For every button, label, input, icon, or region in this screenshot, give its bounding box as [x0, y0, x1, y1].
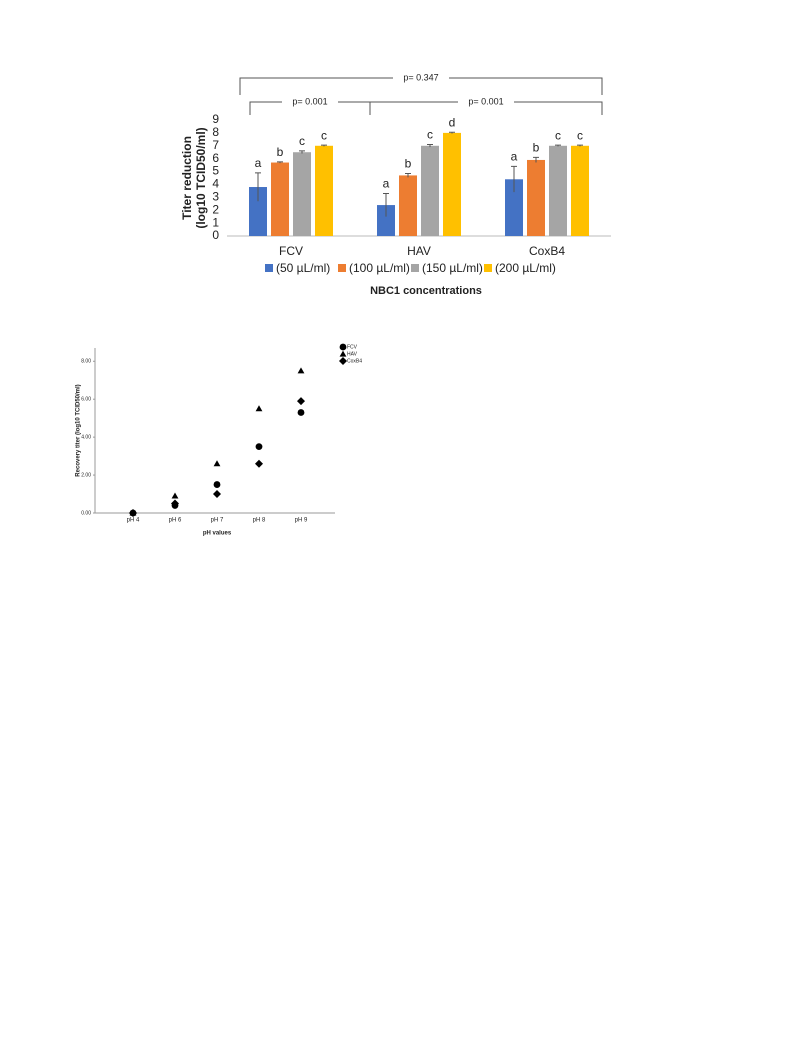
- point: [255, 443, 263, 451]
- error-bar: [449, 131, 455, 134]
- p-value-label: p= 0.001: [292, 96, 327, 106]
- legend-label: (200 µL/ml): [495, 261, 556, 275]
- error-bar: [255, 172, 261, 202]
- legend-label: FCV: [347, 344, 358, 350]
- x-tick-label: HAV: [407, 244, 431, 258]
- point: [213, 490, 221, 499]
- bracket-label-bg: [458, 96, 514, 108]
- error-bar: [427, 143, 433, 148]
- bar: [527, 159, 545, 236]
- y-tick-label: 2.00: [81, 472, 91, 478]
- y-tick-label: 3: [212, 190, 219, 204]
- y-tick-label: 9: [212, 112, 219, 126]
- bar: [549, 145, 567, 236]
- significance-letter: c: [299, 134, 305, 148]
- legend-marker: [339, 350, 347, 357]
- bar: [505, 179, 523, 236]
- legend-label: CoxB4: [347, 358, 362, 364]
- legend-swatch: [411, 264, 419, 272]
- error-bar: [277, 161, 283, 164]
- significance-letter: a: [511, 150, 518, 164]
- error-bar: [533, 156, 539, 163]
- bar: [443, 132, 461, 236]
- significance-letter: d: [449, 115, 456, 129]
- legend-label: HAV: [347, 351, 358, 357]
- significance-letter: c: [321, 128, 327, 142]
- bar: [271, 162, 289, 236]
- point: [297, 367, 305, 374]
- y-tick-label: 8: [212, 125, 219, 139]
- bar: [377, 205, 395, 236]
- bracket-label-bg: [282, 96, 338, 108]
- legend-swatch: [265, 264, 273, 272]
- point: [297, 397, 305, 406]
- x-tick-label: pH 8: [253, 518, 266, 524]
- y-tick-label: 6: [212, 151, 219, 165]
- y-axis-label: (log10 TCID50/ml): [194, 127, 208, 228]
- y-tick-label: 8.00: [81, 359, 91, 365]
- significance-letter: a: [383, 177, 390, 191]
- error-bar: [555, 144, 561, 147]
- point: [297, 409, 305, 416]
- significance-letter: c: [427, 128, 433, 142]
- bar: [249, 187, 267, 236]
- x-tick-label: pH 9: [295, 518, 308, 524]
- significance-letter: b: [405, 157, 412, 171]
- point: [129, 509, 137, 517]
- p-value-label: p= 0.001: [468, 96, 503, 106]
- y-tick-label: 6.00: [81, 397, 91, 403]
- y-tick-label: 0.00: [81, 510, 91, 516]
- error-bar: [299, 150, 305, 154]
- point: [171, 492, 179, 499]
- error-bar: [321, 144, 327, 147]
- error-bar: [383, 192, 389, 217]
- bar: [571, 145, 589, 236]
- bar: [293, 152, 311, 236]
- y-axis-label: Titer reduction: [180, 136, 194, 220]
- x-tick-label: pH 6: [169, 518, 182, 524]
- point: [255, 405, 263, 412]
- y-tick-label: 4: [212, 177, 219, 191]
- significance-letter: c: [577, 128, 583, 142]
- x-tick-label: pH 7: [211, 518, 224, 524]
- p-value-label: p= 0.347: [403, 72, 438, 82]
- legend-marker: [339, 343, 347, 351]
- legend-label: (150 µL/ml): [422, 261, 483, 275]
- legend-marker: [339, 357, 347, 365]
- error-bar: [405, 172, 411, 178]
- bracket-label-bg: [393, 72, 449, 84]
- bar: [421, 145, 439, 236]
- error-bar: [577, 144, 583, 147]
- x-tick-label: FCV: [279, 244, 303, 258]
- point: [213, 481, 221, 488]
- significance-letter: c: [555, 128, 561, 142]
- significance-letter: b: [277, 145, 284, 159]
- point: [255, 459, 263, 468]
- y-tick-label: 4.00: [81, 434, 91, 440]
- legend-swatch: [338, 264, 346, 272]
- significance-letter: b: [533, 141, 540, 155]
- bar: [399, 175, 417, 236]
- x-tick-label: CoxB4: [529, 244, 565, 258]
- y-tick-label: 5: [212, 164, 219, 178]
- bar: [315, 145, 333, 236]
- legend-label: (100 µL/ml): [349, 261, 410, 275]
- error-bar: [511, 165, 517, 193]
- y-tick-label: 7: [212, 138, 219, 152]
- y-axis-label: Recovery titer (log10 TCID50/ml): [76, 384, 82, 476]
- legend-label: (50 µL/ml): [276, 261, 330, 275]
- y-tick-label: 1: [212, 215, 219, 229]
- x-axis-label: NBC1 concentrations: [370, 285, 482, 297]
- y-tick-label: 0: [212, 228, 219, 242]
- point: [213, 460, 221, 467]
- y-tick-label: 2: [212, 202, 219, 216]
- point: [171, 499, 179, 508]
- x-tick-label: pH 4: [127, 518, 140, 524]
- x-axis-label: pH values: [203, 531, 232, 537]
- legend-swatch: [484, 264, 492, 272]
- significance-letter: a: [255, 156, 262, 170]
